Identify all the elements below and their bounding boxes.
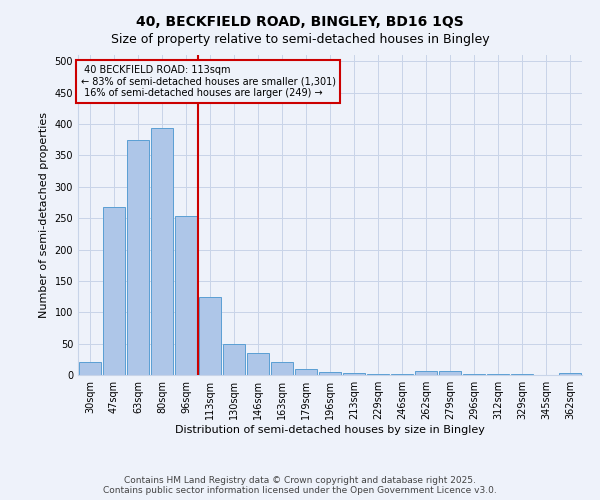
Text: Size of property relative to semi-detached houses in Bingley: Size of property relative to semi-detach…: [110, 32, 490, 46]
Bar: [391, 374, 413, 375]
Text: 40 BECKFIELD ROAD: 113sqm
← 83% of semi-detached houses are smaller (1,301)
 16%: 40 BECKFIELD ROAD: 113sqm ← 83% of semi-…: [80, 64, 335, 98]
Bar: [511, 374, 533, 375]
Bar: [103, 207, 125, 375]
Bar: [175, 216, 197, 375]
Bar: [271, 362, 293, 375]
X-axis label: Distribution of semi-detached houses by size in Bingley: Distribution of semi-detached houses by …: [175, 425, 485, 435]
Bar: [199, 296, 221, 375]
Bar: [367, 374, 389, 375]
Bar: [151, 128, 173, 375]
Bar: [295, 370, 317, 375]
Bar: [487, 374, 509, 375]
Bar: [223, 344, 245, 375]
Bar: [439, 371, 461, 375]
Bar: [343, 373, 365, 375]
Text: 40, BECKFIELD ROAD, BINGLEY, BD16 1QS: 40, BECKFIELD ROAD, BINGLEY, BD16 1QS: [136, 15, 464, 29]
Bar: [463, 374, 485, 375]
Bar: [247, 353, 269, 375]
Bar: [319, 372, 341, 375]
Bar: [79, 362, 101, 375]
Text: Contains HM Land Registry data © Crown copyright and database right 2025.
Contai: Contains HM Land Registry data © Crown c…: [103, 476, 497, 495]
Bar: [415, 371, 437, 375]
Y-axis label: Number of semi-detached properties: Number of semi-detached properties: [39, 112, 49, 318]
Bar: [127, 140, 149, 375]
Bar: [559, 373, 581, 375]
